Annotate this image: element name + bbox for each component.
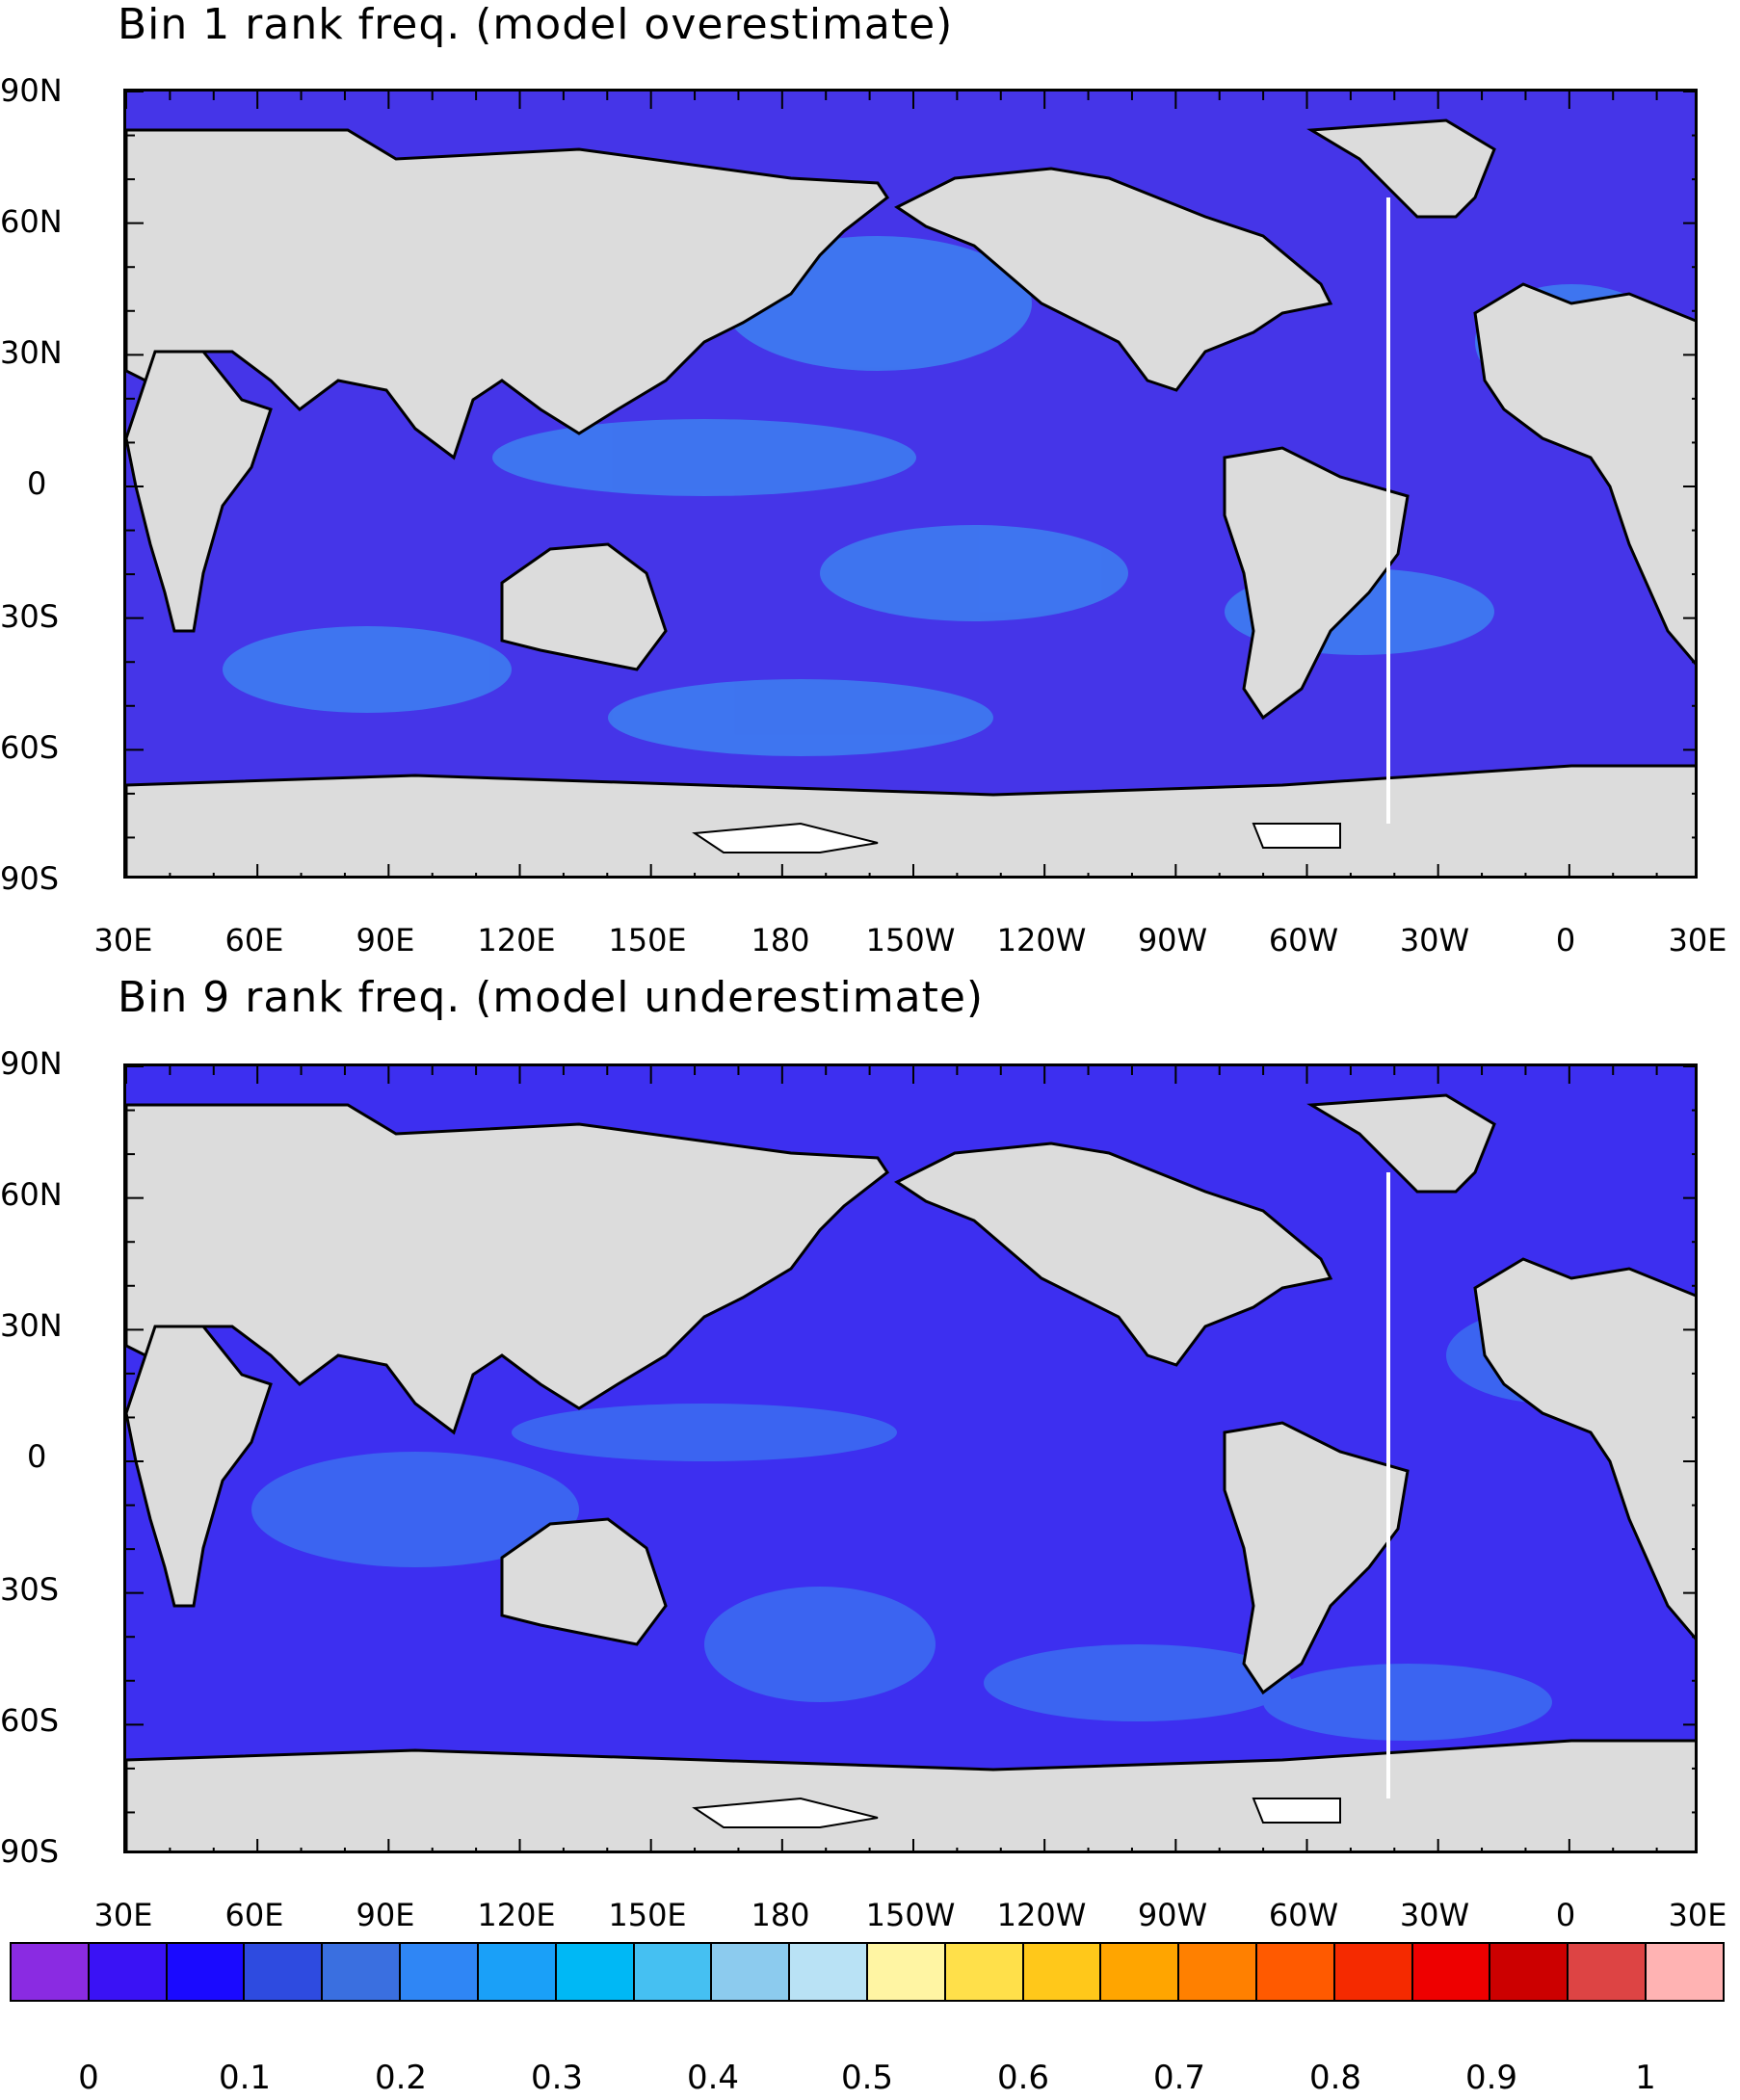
- panel-title: Bin 1 rank freq. (model overestimate): [118, 0, 954, 49]
- colorbar-label: 0.5: [840, 2059, 894, 2097]
- lon-label: 0: [1555, 1897, 1576, 1933]
- colorbar-swatch: [1490, 1944, 1569, 2000]
- colorbar-label: 0.9: [1464, 2059, 1518, 2097]
- lat-label: 90S: [0, 860, 60, 897]
- colorbar-swatch: [1023, 1944, 1102, 2000]
- colorbar-swatch: [1101, 1944, 1180, 2000]
- lon-label: 150W: [865, 1897, 956, 1933]
- lon-label: 120E: [477, 1897, 556, 1933]
- map-panel-bin9: Bin 9 rank freq. (model underestimate): [0, 973, 1727, 1933]
- lon-label: 30E: [93, 1897, 153, 1933]
- colorbar-swatch: [323, 1944, 402, 2000]
- colorbar-swatch: [1647, 1944, 1723, 2000]
- colorbar-swatch: [12, 1944, 90, 2000]
- colorbar-label: 0: [78, 2059, 99, 2097]
- lat-label: 30S: [0, 598, 60, 635]
- map-svg: [126, 1066, 1695, 1851]
- lon-label: 180: [751, 922, 810, 958]
- map-svg: [126, 92, 1695, 876]
- colorbar-swatch: [401, 1944, 479, 2000]
- colorbar-label: 0.8: [1308, 2059, 1362, 2097]
- colorbar-swatch: [1569, 1944, 1648, 2000]
- lat-label: 30N: [0, 1307, 63, 1344]
- colorbar-swatch: [634, 1944, 713, 2000]
- lat-label: 60N: [0, 1176, 63, 1213]
- lat-label: 0: [27, 1438, 47, 1475]
- colorbar-label: 0.6: [996, 2059, 1050, 2097]
- colorbar-label: 0.1: [218, 2059, 272, 2097]
- lon-label: 150E: [608, 1897, 687, 1933]
- ice-shelves: [692, 822, 1341, 853]
- colorbar-swatch: [478, 1944, 557, 2000]
- lon-label: 30E: [1668, 1897, 1727, 1933]
- axis-ticks: [126, 1066, 1695, 1851]
- lat-label: 60S: [0, 729, 60, 766]
- colorbar-swatch: [867, 1944, 946, 2000]
- colorbar-swatch: [790, 1944, 868, 2000]
- lon-label: 60E: [224, 1897, 284, 1933]
- lon-label: 120W: [996, 922, 1087, 958]
- colorbar-swatch: [712, 1944, 791, 2000]
- colorbar-swatch: [89, 1944, 168, 2000]
- lat-label: 90N: [0, 1045, 63, 1082]
- lon-label: 60E: [224, 922, 284, 958]
- colorbar-swatch: [167, 1944, 246, 2000]
- map-panel-bin1: Bin 1 rank freq. (model overestimate): [0, 0, 1740, 963]
- lat-label: 90N: [0, 72, 63, 109]
- colorbar-swatch: [556, 1944, 635, 2000]
- colorbar-label: 0.2: [374, 2059, 428, 2097]
- colorbar-label: 0.7: [1152, 2059, 1206, 2097]
- colorbar-swatch: [1334, 1944, 1413, 2000]
- lon-label: 90E: [356, 1897, 415, 1933]
- colorbar-swatch: [1179, 1944, 1257, 2000]
- lat-label: 30S: [0, 1571, 60, 1608]
- lat-label: 60N: [0, 203, 63, 240]
- colorbar-swatch: [1257, 1944, 1335, 2000]
- colorbar-label: 0.4: [686, 2059, 740, 2097]
- lat-label: 30N: [0, 334, 63, 371]
- lon-label: 60W: [1268, 922, 1339, 958]
- lon-label: 30W: [1399, 922, 1470, 958]
- panel-title: Bin 9 rank freq. (model underestimate): [118, 973, 985, 1022]
- lon-label: 90E: [356, 922, 415, 958]
- colorbar-swatch: [245, 1944, 324, 2000]
- lat-label: 0: [27, 465, 47, 502]
- lon-label: 30E: [1668, 922, 1727, 958]
- axis-ticks: [126, 92, 1695, 876]
- map-area: [123, 1063, 1698, 1853]
- lon-label: 90W: [1137, 922, 1208, 958]
- colorbar: [10, 1942, 1725, 2002]
- colorbar-label: 1: [1635, 2059, 1656, 2097]
- lat-label: 90S: [0, 1833, 60, 1870]
- colorbar-swatch: [1412, 1944, 1491, 2000]
- lon-label: 150E: [608, 922, 687, 958]
- lon-label: 0: [1555, 922, 1576, 958]
- map-area: [123, 89, 1698, 879]
- ice-shelves: [692, 1797, 1341, 1828]
- lon-label: 150W: [865, 922, 956, 958]
- lon-label: 30W: [1399, 1897, 1470, 1933]
- lon-label: 90W: [1137, 1897, 1208, 1933]
- lon-label: 60W: [1268, 1897, 1339, 1933]
- lat-label: 60S: [0, 1702, 60, 1739]
- lon-label: 180: [751, 1897, 810, 1933]
- lon-label: 120W: [996, 1897, 1087, 1933]
- colorbar-label: 0.3: [530, 2059, 584, 2097]
- colorbar-swatch: [945, 1944, 1024, 2000]
- lon-label: 120E: [477, 922, 556, 958]
- lon-label: 30E: [93, 922, 153, 958]
